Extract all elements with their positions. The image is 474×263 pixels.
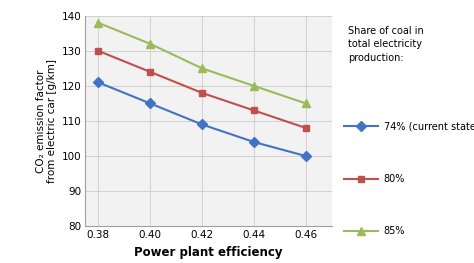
Text: Share of coal in
total electricity
production:: Share of coal in total electricity produ… — [348, 26, 424, 63]
Text: 80%: 80% — [384, 174, 405, 184]
85% — [199, 67, 205, 70]
80% — [251, 109, 257, 112]
80% — [147, 70, 153, 73]
Line: 85%: 85% — [94, 19, 310, 108]
85% — [251, 84, 257, 88]
80% — [199, 91, 205, 94]
85% — [303, 102, 309, 105]
Y-axis label: CO₂ emission factor
from electric car [g/km]: CO₂ emission factor from electric car [g… — [36, 59, 57, 183]
74% (current state) — [303, 154, 309, 158]
74% (current state) — [199, 123, 205, 126]
80% — [303, 127, 309, 130]
Line: 74% (current state): 74% (current state) — [95, 79, 310, 160]
85% — [95, 21, 101, 24]
X-axis label: Power plant efficiency: Power plant efficiency — [134, 246, 283, 259]
Text: 85%: 85% — [384, 226, 405, 236]
74% (current state) — [147, 102, 153, 105]
Text: 74% (current state): 74% (current state) — [384, 121, 474, 131]
74% (current state) — [251, 140, 257, 144]
Line: 80%: 80% — [95, 47, 310, 132]
85% — [147, 42, 153, 45]
74% (current state) — [95, 81, 101, 84]
80% — [95, 49, 101, 52]
